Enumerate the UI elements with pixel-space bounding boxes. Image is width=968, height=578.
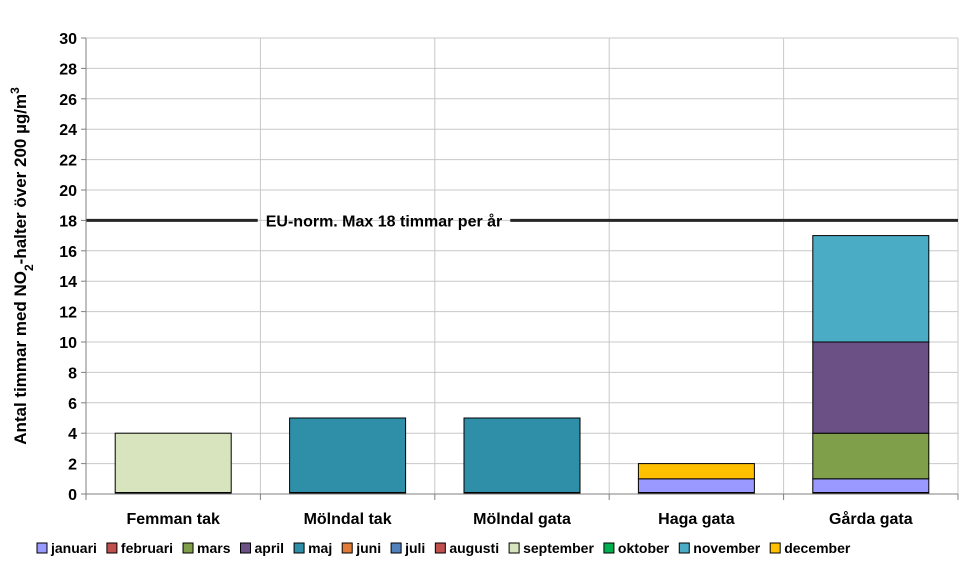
y-tick-label: 20 xyxy=(59,183,77,200)
legend-swatch xyxy=(508,542,520,554)
y-tick-label: 24 xyxy=(59,122,77,139)
legend-item: juni xyxy=(341,540,381,556)
legend-item: mars xyxy=(182,540,231,556)
x-tick-labels: Femman tak Mölndal tak Mölndal gata Haga ga… xyxy=(127,510,913,528)
y-tick-label: 16 xyxy=(59,244,77,261)
y-axis-label-part1: Antal timmar med NO xyxy=(11,271,30,445)
x-tick-label: Haga gata xyxy=(658,511,735,528)
legend-swatch xyxy=(106,542,118,554)
legend-label: april xyxy=(255,540,285,556)
legend-swatch xyxy=(293,542,305,554)
y-axis-label-part2: 2 xyxy=(22,264,36,271)
y-tick-label: 2 xyxy=(68,457,77,474)
y-tick-label: 0 xyxy=(68,487,77,504)
legend-swatch xyxy=(678,542,690,554)
legend: januari februari mars april maj juni juli augus… xyxy=(36,540,851,556)
bar-segment xyxy=(637,478,755,495)
legend-label: juli xyxy=(404,540,425,556)
y-axis-label: Antal timmar med NO2-halter över 200 µg/… xyxy=(8,87,36,445)
legend-item: oktober xyxy=(603,540,670,556)
y-tick-label: 26 xyxy=(59,92,77,109)
bar-segment xyxy=(812,235,930,343)
legend-label: november xyxy=(693,540,760,556)
bar-segment xyxy=(114,432,232,495)
bar-segment xyxy=(463,417,581,495)
legend-label: augusti xyxy=(449,540,499,556)
y-tick-label: 14 xyxy=(59,274,77,291)
bars xyxy=(114,235,930,495)
y-axis-label-part3: -halter över 200 µg/m xyxy=(11,94,30,264)
legend-label: oktober xyxy=(618,540,670,556)
legend-swatch xyxy=(182,542,194,554)
legend-swatch xyxy=(36,542,48,554)
legend-swatch xyxy=(769,542,781,554)
legend-item: september xyxy=(508,540,594,556)
legend-label: december xyxy=(784,540,851,556)
grid xyxy=(86,37,959,494)
bar-segment xyxy=(637,463,755,480)
legend-item: april xyxy=(240,540,285,556)
legend-label: maj xyxy=(308,540,332,556)
bar-segment xyxy=(812,432,930,480)
bar-segment xyxy=(289,417,407,495)
y-tick-label: 18 xyxy=(59,213,77,230)
y-tick-label: 30 xyxy=(59,31,77,48)
y-tick-label: 12 xyxy=(59,305,77,322)
reference-line-label: EU-norm. Max 18 timmar per år xyxy=(266,212,503,230)
legend-swatch xyxy=(390,542,402,554)
x-tick-label: Femman tak xyxy=(127,511,220,528)
legend-item: januari xyxy=(36,540,97,556)
bar-segment xyxy=(812,478,930,495)
y-axis-label-part4: 3 xyxy=(8,87,22,94)
y-tick-label: 4 xyxy=(68,426,77,443)
legend-swatch xyxy=(240,542,251,554)
axes xyxy=(81,37,959,500)
legend-label: februari xyxy=(121,540,173,556)
legend-swatch xyxy=(341,542,353,554)
legend-label: mars xyxy=(197,540,231,556)
legend-item: juli xyxy=(390,540,425,556)
y-tick-label: 28 xyxy=(59,61,77,78)
legend-item: augusti xyxy=(434,540,499,556)
legend-label: juni xyxy=(355,540,381,556)
legend-item: november xyxy=(678,540,761,556)
y-tick-label: 6 xyxy=(68,396,77,413)
legend-item: februari xyxy=(106,540,173,556)
legend-swatch xyxy=(434,542,446,554)
legend-swatch xyxy=(603,542,615,554)
x-tick-label: Mölndal gata xyxy=(473,511,571,528)
legend-item: maj xyxy=(293,540,332,556)
legend-label: januari xyxy=(50,540,97,556)
y-tick-label: 10 xyxy=(59,335,77,352)
legend-item: december xyxy=(769,540,851,556)
y-tick-label: 22 xyxy=(59,153,77,170)
x-tick-label: Mölndal tak xyxy=(304,511,392,528)
x-tick-label: Gårda gata xyxy=(829,510,913,528)
bar-segment xyxy=(812,341,930,434)
legend-label: september xyxy=(523,540,594,556)
y-tick-label: 8 xyxy=(68,365,77,382)
reference-line: EU-norm. Max 18 timmar per år xyxy=(86,212,958,230)
